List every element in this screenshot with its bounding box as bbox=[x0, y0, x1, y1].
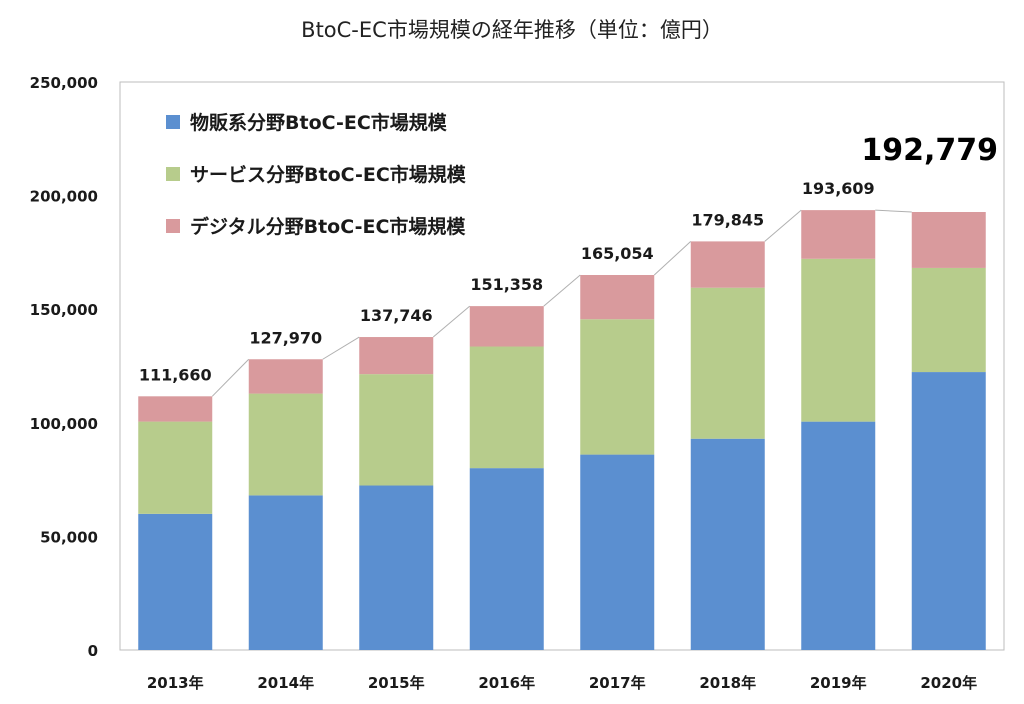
total-label-2020年: 192,779 bbox=[861, 133, 998, 168]
total-label-2015年: 137,746 bbox=[360, 306, 433, 325]
bar-3-2016年 bbox=[469, 306, 544, 347]
total-label-2014年: 127,970 bbox=[249, 328, 322, 347]
total-label-2017年: 165,054 bbox=[581, 244, 654, 263]
total-connector-7 bbox=[875, 209, 912, 213]
bar-1-2020年 bbox=[911, 372, 986, 650]
y-tick-label: 250,000 bbox=[30, 74, 98, 92]
total-connector-4 bbox=[543, 274, 581, 307]
total-label-2013年: 111,660 bbox=[139, 365, 212, 384]
bar-2-2016年 bbox=[469, 346, 544, 469]
bar-2-2014年 bbox=[248, 393, 323, 496]
total-label-2018年: 179,845 bbox=[691, 210, 764, 229]
bar-3-2020年 bbox=[911, 212, 986, 268]
total-connector-5 bbox=[653, 241, 692, 276]
bar-1-2014年 bbox=[248, 495, 323, 650]
total-connector-2 bbox=[322, 336, 360, 360]
bar-3-2015年 bbox=[359, 337, 434, 375]
bar-3-2014年 bbox=[248, 359, 323, 394]
x-tick-label: 2020年 bbox=[920, 674, 977, 692]
legend-swatch-1 bbox=[166, 115, 180, 129]
x-tick-label: 2016年 bbox=[478, 674, 535, 692]
y-tick-label: 150,000 bbox=[30, 301, 98, 319]
y-tick-label: 200,000 bbox=[30, 188, 98, 206]
total-connector-6 bbox=[764, 209, 802, 242]
plot-area bbox=[119, 81, 1005, 651]
total-connector-1 bbox=[211, 358, 250, 397]
x-tick-label: 2013年 bbox=[147, 674, 204, 692]
x-tick-label: 2018年 bbox=[699, 674, 756, 692]
bar-1-2015年 bbox=[359, 485, 434, 650]
legend-label-3: デジタル分野BtoC-EC市場規模 bbox=[190, 215, 466, 238]
bar-2-2020年 bbox=[911, 267, 986, 373]
bar-3-2017年 bbox=[580, 274, 655, 320]
bar-1-2016年 bbox=[469, 468, 544, 650]
bar-2-2013年 bbox=[138, 421, 213, 514]
y-tick-label: 100,000 bbox=[30, 415, 98, 433]
legend-swatch-3 bbox=[166, 219, 180, 233]
bar-2-2018年 bbox=[690, 287, 765, 439]
bar-2-2015年 bbox=[359, 374, 434, 486]
bar-3-2018年 bbox=[690, 241, 765, 288]
bar-1-2019年 bbox=[801, 421, 876, 650]
y-tick-label: 0 bbox=[88, 642, 98, 660]
bar-1-2017年 bbox=[580, 454, 655, 650]
bar-1-2018年 bbox=[690, 438, 765, 650]
bar-2-2017年 bbox=[580, 319, 655, 455]
legend-label-1: 物販系分野BtoC-EC市場規模 bbox=[190, 111, 448, 134]
y-tick-label: 50,000 bbox=[40, 528, 98, 546]
bar-2-2019年 bbox=[801, 258, 876, 422]
x-tick-label: 2014年 bbox=[257, 674, 314, 692]
legend-label-2: サービス分野BtoC-EC市場規模 bbox=[190, 163, 467, 186]
bar-3-2019年 bbox=[801, 210, 876, 259]
x-tick-label: 2015年 bbox=[368, 674, 425, 692]
bar-3-2013年 bbox=[138, 396, 213, 422]
chart-title: BtoC-EC市場規模の経年推移（単位：億円） bbox=[301, 18, 723, 42]
total-connector-3 bbox=[432, 305, 471, 338]
total-label-2019年: 193,609 bbox=[802, 179, 875, 198]
x-tick-label: 2019年 bbox=[810, 674, 867, 692]
total-label-2016年: 151,358 bbox=[470, 275, 543, 294]
bar-1-2013年 bbox=[138, 513, 213, 650]
x-tick-label: 2017年 bbox=[589, 674, 646, 692]
legend-swatch-2 bbox=[166, 167, 180, 181]
